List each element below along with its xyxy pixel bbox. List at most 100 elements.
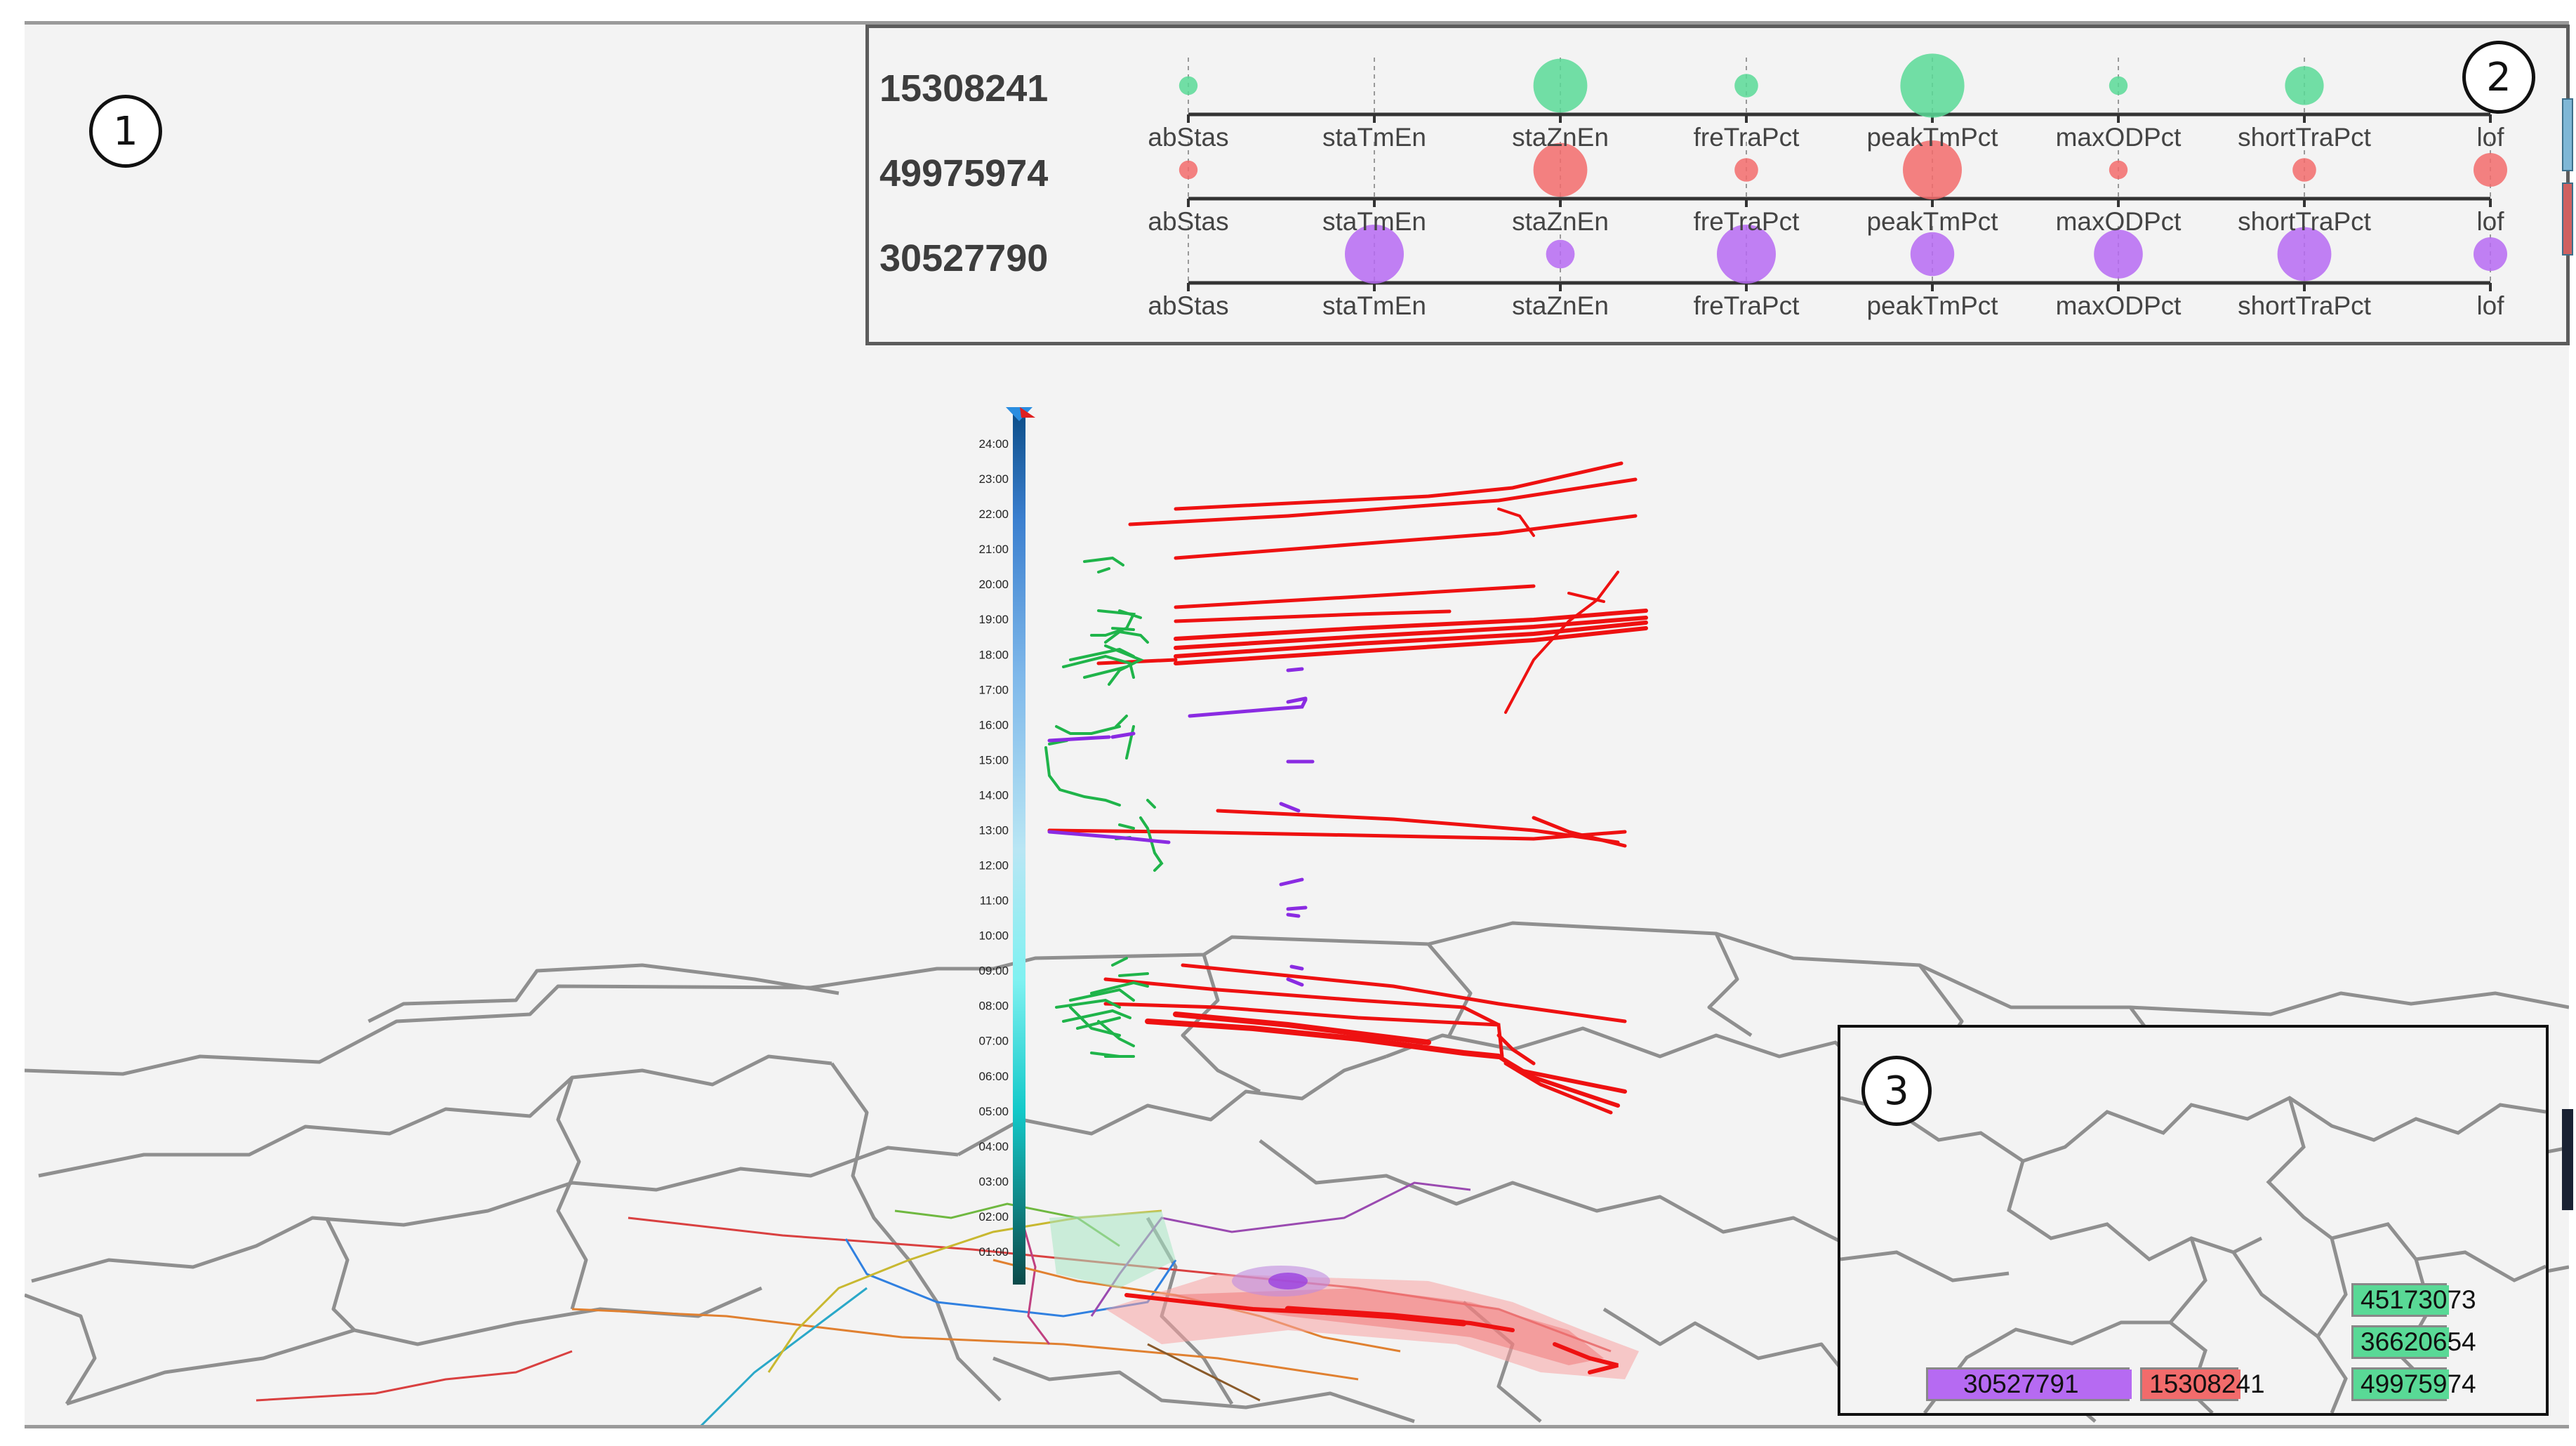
trajectory-line xyxy=(1173,1011,1431,1045)
trajectory-line xyxy=(1174,621,1648,658)
legend-tag[interactable]: 36620654 xyxy=(2351,1325,2476,1359)
trajectory-line xyxy=(1104,644,1144,686)
attribute-label: staZnEn xyxy=(1512,207,1609,236)
trajectory-line xyxy=(1146,799,1156,809)
attribute-glyph-circle[interactable] xyxy=(2109,76,2128,95)
time-tick-label: 11:00 xyxy=(980,894,1009,908)
trajectory-line xyxy=(1111,957,1128,967)
trajectory-line xyxy=(1062,1009,1131,1023)
overview-legend-panel[interactable]: 3 45173073 36620654 49975974 30527791 15… xyxy=(1838,1025,2549,1416)
trajectory-line xyxy=(1289,964,1304,971)
time-tick-label: 19:00 xyxy=(978,613,1009,626)
attribute-glyph-circle[interactable] xyxy=(1179,160,1198,180)
time-axis-cap-red xyxy=(1020,407,1035,418)
trajectory-line xyxy=(1279,877,1304,887)
trajectory-line xyxy=(1139,816,1164,872)
side-tab[interactable] xyxy=(2562,98,2573,171)
view-number-badge: 1 xyxy=(89,95,162,168)
side-tab[interactable] xyxy=(2562,183,2573,256)
attribute-glyph-circle[interactable] xyxy=(1910,232,1955,277)
attribute-label: peakTmPct xyxy=(1866,291,1998,320)
boundary-line xyxy=(1181,954,1261,1094)
boundary-line xyxy=(31,1146,959,1283)
boundary-line xyxy=(1386,1026,1865,1072)
trajectory-line xyxy=(1090,981,1149,995)
trajectories-red[interactable] xyxy=(1047,461,1648,1374)
attribute-axes-panel[interactable]: 15308241 49975974 30527790 abStas staTmEn… xyxy=(865,25,2570,345)
attribute-glyph-circle[interactable] xyxy=(1900,53,1965,118)
trajectory-line xyxy=(1174,461,1624,511)
trajectory-line xyxy=(1286,977,1304,987)
boundary-line xyxy=(1707,932,1753,1037)
boundary-line xyxy=(1840,1250,2010,1282)
side-tab[interactable] xyxy=(2562,1109,2573,1210)
trajectory-line xyxy=(1504,571,1619,714)
trajectory-line xyxy=(1097,567,1110,573)
legend-tag[interactable]: 45173073 xyxy=(2351,1283,2476,1317)
object-id-label[interactable]: 15308241 xyxy=(879,67,1049,110)
attribute-glyph-rows[interactable] xyxy=(869,28,2566,342)
boundary-line xyxy=(830,1062,1002,1402)
attribute-glyph-circle[interactable] xyxy=(1179,76,1198,95)
attribute-glyph-circle[interactable] xyxy=(1533,142,1588,197)
attribute-glyph-circle[interactable] xyxy=(1734,74,1758,98)
trajectory-line xyxy=(1062,654,1135,679)
attribute-label: staZnEn xyxy=(1512,123,1609,152)
attribute-label: maxODPct xyxy=(2055,123,2182,152)
trajectory-line xyxy=(1174,609,1452,623)
boundary-line xyxy=(2266,1097,2546,1282)
time-tick-label: 07:00 xyxy=(978,1035,1009,1048)
attribute-glyph-circle[interactable] xyxy=(1734,158,1758,182)
attribute-glyph-circle[interactable] xyxy=(1903,140,1962,199)
boundary-line xyxy=(1602,1307,1851,1381)
attribute-glyph-circle[interactable] xyxy=(2292,158,2316,182)
attribute-glyph-circle[interactable] xyxy=(2109,160,2128,180)
time-tick-label: 21:00 xyxy=(978,543,1009,556)
boundary-line xyxy=(1923,1320,2170,1413)
trajectory-line xyxy=(1055,725,1121,735)
time-tick-label: 15:00 xyxy=(978,753,1009,767)
time-tick-label: 04:00 xyxy=(978,1140,1009,1153)
attribute-glyph-circle[interactable] xyxy=(1717,225,1776,284)
object-id-label[interactable]: 30527790 xyxy=(879,237,1049,279)
trajectories-purple[interactable] xyxy=(1047,667,1315,987)
time-tick-label: 01:00 xyxy=(978,1245,1009,1259)
trajectories-green[interactable] xyxy=(1044,556,1164,1058)
time-tick-label: 03:00 xyxy=(978,1175,1009,1188)
boundary-line xyxy=(957,1054,1387,1157)
boundary-line xyxy=(2315,1238,2348,1413)
attribute-glyph-circle[interactable] xyxy=(2277,227,2332,281)
legend-tag[interactable]: 15308241 xyxy=(2140,1367,2265,1401)
attribute-label: abStas xyxy=(1148,207,1229,236)
legend-tag[interactable]: 30527791 xyxy=(1926,1367,2132,1401)
attribute-glyph-circle[interactable] xyxy=(1345,225,1404,284)
time-tick-label: 23:00 xyxy=(978,472,1009,486)
trajectory-line xyxy=(1286,906,1308,911)
trajectory-line xyxy=(1174,514,1638,560)
trajectory-line xyxy=(1496,1033,1536,1066)
metro-line xyxy=(1147,1343,1261,1402)
legend-tag[interactable]: 49975974 xyxy=(2351,1367,2476,1401)
time-tick-label: 24:00 xyxy=(978,437,1009,451)
metro-line xyxy=(700,1287,868,1425)
trajectory-line xyxy=(1279,802,1301,813)
attribute-glyph-circle[interactable] xyxy=(2094,230,2143,279)
trajectory-line xyxy=(1111,627,1135,631)
attribute-glyph-circle[interactable] xyxy=(1546,239,1575,269)
trajectory-line xyxy=(1128,477,1638,526)
legend-swatch xyxy=(2142,1369,2240,1399)
boundary-line xyxy=(992,1356,1415,1424)
boundary-line xyxy=(367,963,839,1023)
time-tick-label: 18:00 xyxy=(978,648,1009,661)
attribute-label: peakTmPct xyxy=(1866,123,1998,152)
trajectory-line xyxy=(1145,1019,1501,1059)
attribute-glyph-circle[interactable] xyxy=(2474,237,2507,271)
boundary-line xyxy=(25,921,2569,1076)
attribute-glyph-circle[interactable] xyxy=(1533,58,1588,113)
view-number-badge: 3 xyxy=(1861,1056,1932,1126)
attribute-glyph-circle[interactable] xyxy=(2474,153,2507,187)
object-id-label[interactable]: 49975974 xyxy=(879,152,1049,194)
boundary-line xyxy=(2007,1160,2263,1261)
attribute-label: staZnEn xyxy=(1512,291,1609,320)
attribute-glyph-circle[interactable] xyxy=(2285,66,2324,105)
